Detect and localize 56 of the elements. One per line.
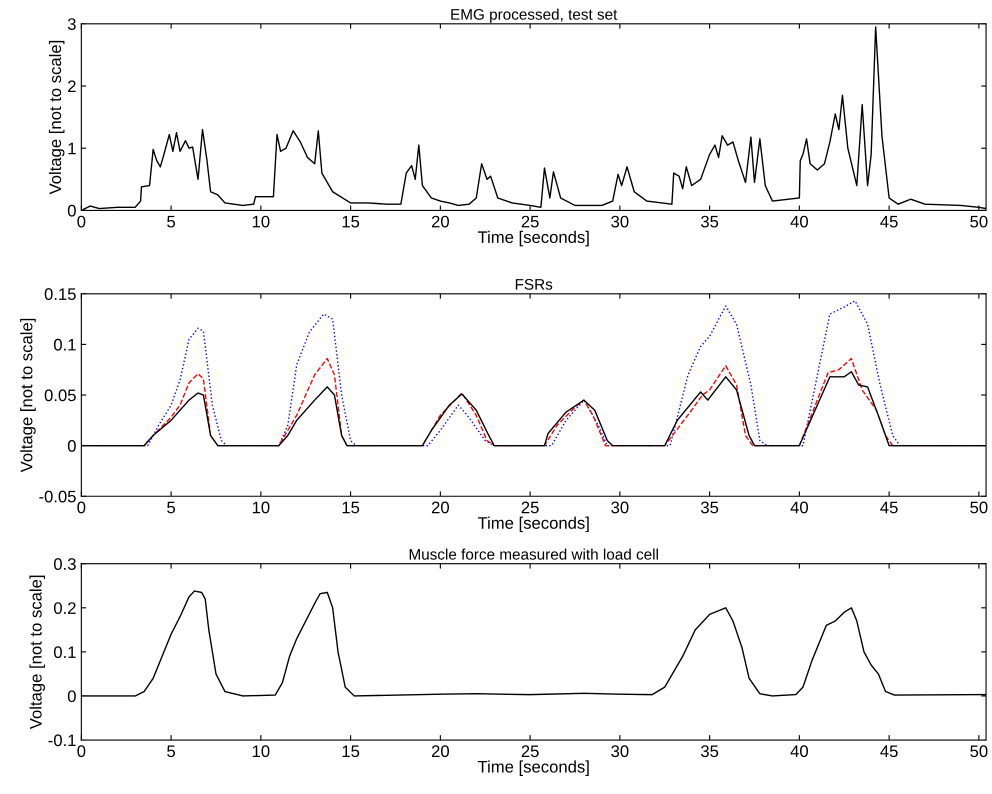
chart-title: Muscle force measured with load cell <box>410 548 658 560</box>
y-tick-label: -0.05 <box>39 490 76 502</box>
x-axis-title: Time [seconds] <box>478 516 589 532</box>
chart-title: FSRs <box>516 278 552 290</box>
y-tick-label: 0.05 <box>44 389 76 402</box>
x-tick-label: 45 <box>880 745 898 758</box>
y-axis-title: Voltage [not to scale] <box>20 318 36 472</box>
x-tick-label: 10 <box>252 502 270 514</box>
x-tick-label: 45 <box>880 216 898 228</box>
y-tick-label: 0 <box>68 690 76 702</box>
y-tick-label: 0.3 <box>54 558 76 570</box>
x-tick-label: 30 <box>611 745 628 758</box>
y-tick-label: 2 <box>68 80 76 92</box>
x-tick-label: 15 <box>342 745 360 758</box>
x-tick-label: 5 <box>167 502 176 514</box>
y-tick-label: 0.1 <box>54 338 76 351</box>
x-tick-label: 45 <box>880 502 898 514</box>
x-axis-title: Time [seconds] <box>478 760 589 776</box>
x-tick-label: 20 <box>432 216 449 228</box>
x-tick-label: 25 <box>522 216 539 228</box>
y-axis-title: Voltage [not to scale] <box>29 576 45 730</box>
x-tick-label: 35 <box>700 745 718 758</box>
x-tick-label: 20 <box>432 745 449 758</box>
x-tick-label: 20 <box>432 502 449 514</box>
x-tick-label: 30 <box>611 502 628 514</box>
y-axis-title: Voltage [not to scale] <box>48 40 64 194</box>
x-tick-label: 35 <box>700 216 718 228</box>
y-tick-label: -0.1 <box>48 734 76 746</box>
x-tick-label: 10 <box>252 745 270 758</box>
x-tick-label: 25 <box>522 502 539 514</box>
x-tick-label: 50 <box>970 502 988 514</box>
x-tick-label: 0 <box>77 745 86 758</box>
x-axis-title: Time [seconds] <box>478 230 589 246</box>
y-tick-label: 1 <box>68 142 76 154</box>
x-tick-label: 40 <box>790 216 808 228</box>
x-tick-label: 15 <box>342 216 360 228</box>
x-tick-label: 30 <box>611 216 628 228</box>
x-tick-label: 35 <box>700 502 718 514</box>
x-tick-label: 5 <box>167 216 176 228</box>
x-tick-label: 5 <box>167 745 176 758</box>
x-tick-label: 50 <box>970 216 988 228</box>
x-tick-label: 40 <box>790 745 808 758</box>
chart-title: EMG processed, test set <box>451 8 618 23</box>
x-tick-label: 10 <box>252 216 270 228</box>
y-tick-label: 0.1 <box>54 646 76 658</box>
y-tick-label: 0.2 <box>54 602 76 614</box>
y-tick-label: 0 <box>68 440 76 452</box>
y-tick-label: 3 <box>68 18 76 30</box>
x-tick-label: 15 <box>342 502 360 514</box>
y-tick-label: 0 <box>68 204 76 217</box>
y-tick-label: 0.15 <box>44 288 76 300</box>
x-tick-label: 50 <box>970 745 988 758</box>
x-tick-label: 0 <box>77 502 86 514</box>
x-tick-label: 25 <box>522 745 539 758</box>
x-tick-label: 0 <box>77 216 86 228</box>
x-tick-label: 40 <box>790 502 808 514</box>
